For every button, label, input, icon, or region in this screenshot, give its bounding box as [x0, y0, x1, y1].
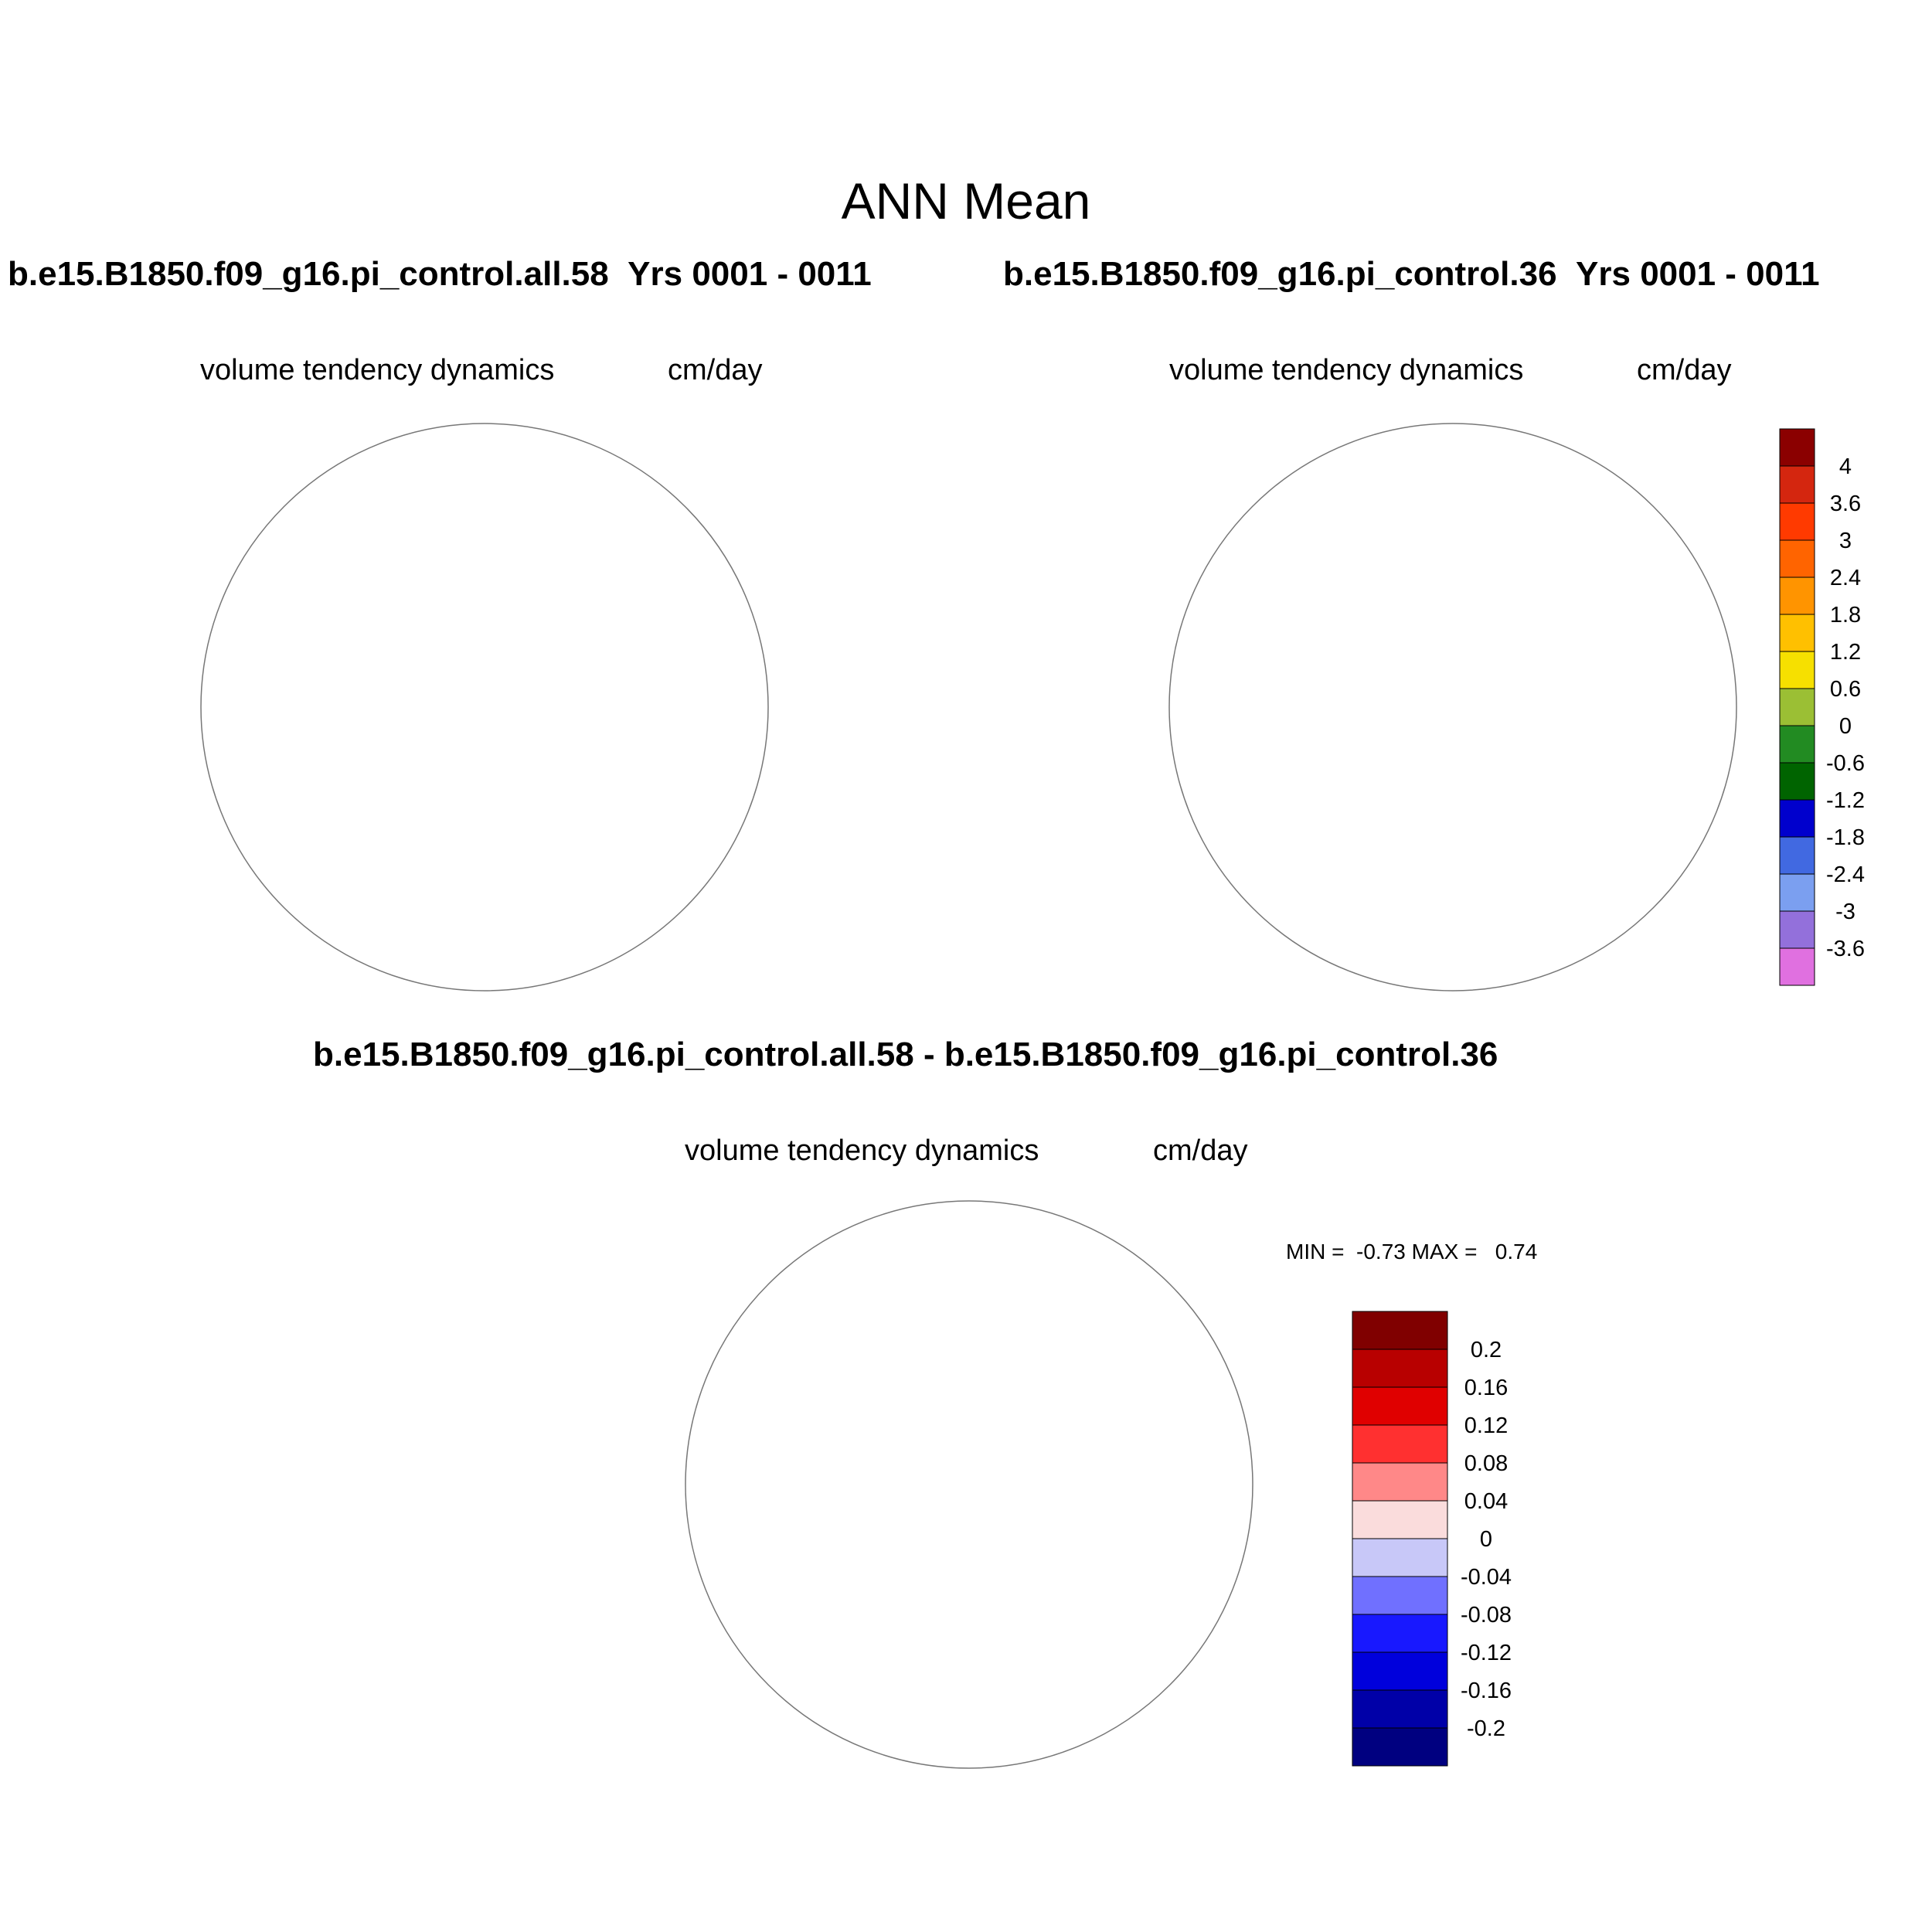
colorbar-diff-tick-label: -0.12: [1461, 1641, 1512, 1665]
colorbar-main-swatch: [1779, 428, 1815, 467]
max-value: 0.74: [1495, 1240, 1538, 1264]
colorbar-diff-swatch: [1352, 1651, 1448, 1691]
min-value: -0.73: [1356, 1240, 1406, 1264]
panel3-variable-label: volume tendency dynamics: [685, 1134, 1039, 1167]
panel2-variable-label: volume tendency dynamics: [1169, 354, 1524, 386]
polar-map-difference: [685, 1200, 1253, 1769]
map2-border: [1168, 423, 1737, 992]
colorbar-main-tick-label: 0: [1839, 714, 1852, 739]
colorbar-diff-swatch: [1352, 1614, 1448, 1653]
colorbar-main-swatch: [1779, 947, 1815, 986]
panel1-title: b.e15.B1850.f09_g16.pi_control.all.58 Yr…: [8, 255, 872, 294]
colorbar-main-swatch: [1779, 502, 1815, 541]
colorbar-diff-tick-label: 0.2: [1471, 1338, 1502, 1362]
map3-ocean: [685, 1201, 1253, 1768]
colorbar-main-swatch: [1779, 725, 1815, 764]
colorbar-main-swatch: [1779, 873, 1815, 912]
page-title: ANN Mean: [841, 172, 1091, 230]
panel2-units-label: cm/day: [1637, 354, 1732, 386]
panel1-variable-label: volume tendency dynamics: [200, 354, 555, 386]
colorbar-diff-swatch: [1352, 1500, 1448, 1539]
colorbar-main-swatch: [1779, 651, 1815, 689]
colorbar-main-swatch: [1779, 577, 1815, 615]
colorbar-main-swatch: [1779, 910, 1815, 949]
colorbar-main: 4 3.6 3 2.4 1.8 1.2 0.6 0 -0.6 -1.2 -1.8 -2.4 -3 -3.6: [1779, 428, 1865, 986]
min-label: MIN =: [1286, 1240, 1345, 1264]
colorbar-main-tick-label: 1.2: [1830, 640, 1861, 665]
colorbar-main-tick-label: -2.4: [1826, 862, 1865, 887]
colorbar-diff-tick-label: -0.04: [1461, 1565, 1512, 1590]
colorbar-diff-swatch: [1352, 1689, 1448, 1729]
colorbar-diff-swatch: [1352, 1462, 1448, 1502]
colorbar-main-tick-label: 1.8: [1830, 603, 1861, 628]
map2-ocean: [1169, 423, 1736, 991]
map1-ocean: [201, 423, 768, 991]
colorbar-diff-tick-label: 0.12: [1464, 1413, 1508, 1438]
panel2-years: Yrs 0001 - 0011: [1576, 255, 1820, 293]
colorbar-main-swatch: [1779, 539, 1815, 578]
colorbar-diff-swatch: [1352, 1311, 1448, 1350]
colorbar-diff-swatch: [1352, 1386, 1448, 1426]
polar-map-1: [200, 423, 769, 992]
max-label: MAX =: [1411, 1240, 1478, 1264]
min-max-readout: MIN = -0.73 MAX = 0.74: [1286, 1240, 1537, 1264]
colorbar-difference: 0.2 0.16 0.12 0.08 0.04 0 -0.04 -0.08 -0.12 -0.16…: [1352, 1311, 1512, 1767]
colorbar-main-tick-label: 2.4: [1830, 566, 1861, 590]
colorbar-main-tick-label: -0.6: [1826, 751, 1865, 776]
colorbar-main-swatch: [1779, 762, 1815, 801]
colorbar-diff-swatch: [1352, 1727, 1448, 1767]
colorbar-diff-tick-label: 0: [1480, 1527, 1492, 1552]
colorbar-diff-tick-label: -0.08: [1461, 1603, 1512, 1628]
colorbar-diff-tick-label: 0.04: [1464, 1489, 1508, 1514]
colorbar-diff-tick-label: 0.08: [1464, 1451, 1508, 1476]
map3-border: [685, 1200, 1253, 1769]
colorbar-diff-tick-label: -0.2: [1467, 1716, 1505, 1741]
colorbar-main-swatch: [1779, 688, 1815, 726]
panel2-title: b.e15.B1850.f09_g16.pi_control.36 Yrs 00…: [1003, 255, 1820, 294]
panel1-units-label: cm/day: [668, 354, 763, 386]
colorbar-diff-tick-label: 0.16: [1464, 1376, 1508, 1400]
colorbar-main-swatch: [1779, 614, 1815, 652]
colorbar-main-swatch: [1779, 799, 1815, 838]
panel2-case: b.e15.B1850.f09_g16.pi_control.36: [1003, 255, 1557, 293]
colorbar-main-tick-label: -3.6: [1826, 937, 1865, 961]
map1-border: [200, 423, 769, 992]
panel1-years: Yrs 0001 - 0011: [628, 255, 872, 293]
colorbar-main-swatch: [1779, 465, 1815, 504]
colorbar-main-tick-label: 3.6: [1830, 492, 1861, 516]
panel3-title: b.e15.B1850.f09_g16.pi_control.all.58 - …: [313, 1036, 1498, 1073]
colorbar-diff-swatch: [1352, 1538, 1448, 1577]
colorbar-diff-swatch: [1352, 1576, 1448, 1615]
colorbar-main-swatch: [1779, 836, 1815, 875]
colorbar-diff-swatch: [1352, 1424, 1448, 1464]
colorbar-main-tick-label: 4: [1839, 454, 1852, 479]
colorbar-diff-tick-label: -0.16: [1461, 1679, 1512, 1703]
colorbar-main-tick-label: -1.8: [1826, 825, 1865, 850]
colorbar-main-tick-label: 0.6: [1830, 677, 1861, 702]
colorbar-diff-swatch: [1352, 1349, 1448, 1388]
colorbar-main-tick-label: -1.2: [1826, 788, 1865, 813]
panel3-units-label: cm/day: [1153, 1134, 1248, 1167]
colorbar-main-tick-label: -3: [1835, 900, 1855, 924]
panel1-case: b.e15.B1850.f09_g16.pi_control.all.58: [8, 255, 609, 293]
polar-map-2: [1168, 423, 1737, 992]
colorbar-main-tick-label: 3: [1839, 529, 1852, 553]
